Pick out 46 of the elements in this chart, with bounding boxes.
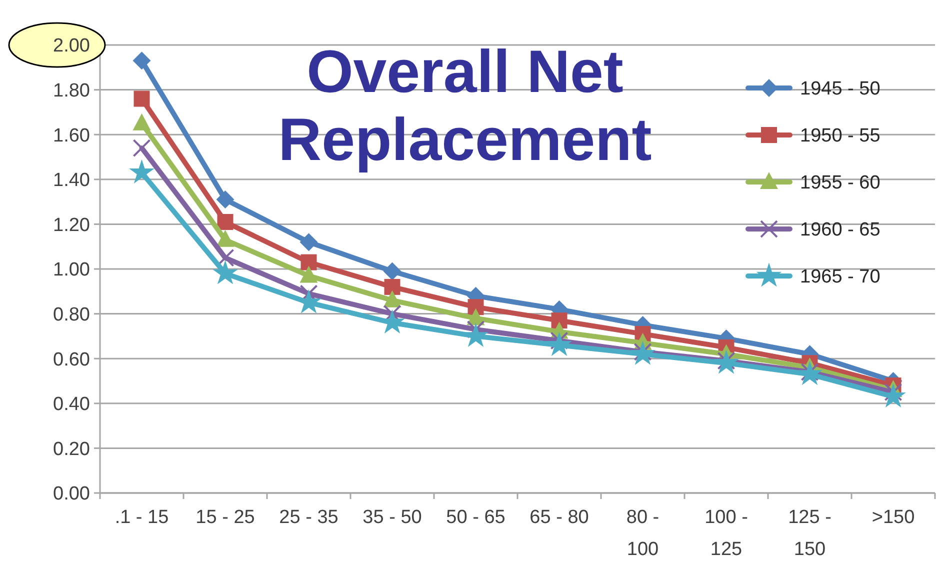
point [300,254,317,270]
legend-label: 1950 - 55 [800,126,880,147]
y-tick-label: 1.20 [53,214,90,236]
legend-label: 1955 - 60 [800,172,880,194]
y-tick-label: 1.80 [53,80,90,102]
point [216,230,234,247]
y-tick-label: 1.00 [53,260,90,281]
x-tick-label: 15 - 25 [196,507,255,528]
point [132,113,151,130]
x-tick-label: 80 - 100 [626,507,660,560]
text: Overall Net Replacement [278,38,652,173]
y-tick-label: 2.00 [53,36,90,57]
y-tick-label: 0.80 [53,304,90,326]
x-tick-label: 35 - 50 [362,507,422,528]
x-tick-label: .1 - 15 [114,507,169,528]
y-tick-label: 0.60 [53,349,90,370]
y-tick-label: 0.40 [53,394,90,416]
x-tick-label: 25 - 35 [279,507,338,528]
point [714,350,739,374]
point [300,233,318,252]
y-tick-label: 0.00 [53,484,90,505]
legend-label: 1960 - 65 [800,220,880,241]
y-tick-label: 0.20 [53,438,90,460]
point [384,278,400,295]
point [797,360,822,386]
point [383,262,402,280]
point [300,266,318,283]
point [216,190,234,209]
point [132,52,151,70]
point [217,214,234,230]
point [630,340,656,365]
x-tick-label: 125 - 150 [788,507,832,560]
point [546,332,572,356]
legend-label: 1965 - 70 [800,266,880,288]
x-tick-label: 100 - 125 [704,507,748,560]
point [129,159,154,184]
x-tick-label: 65 - 80 [530,507,589,528]
point [134,90,150,107]
y-tick-label: 1.40 [53,170,90,192]
point [383,290,402,308]
point [132,139,151,158]
x-tick-label: 50 - 65 [446,507,506,528]
x-tick-label: >150 [872,507,915,528]
point [551,312,568,329]
point [212,260,238,284]
y-tick-label: 1.60 [53,125,90,146]
